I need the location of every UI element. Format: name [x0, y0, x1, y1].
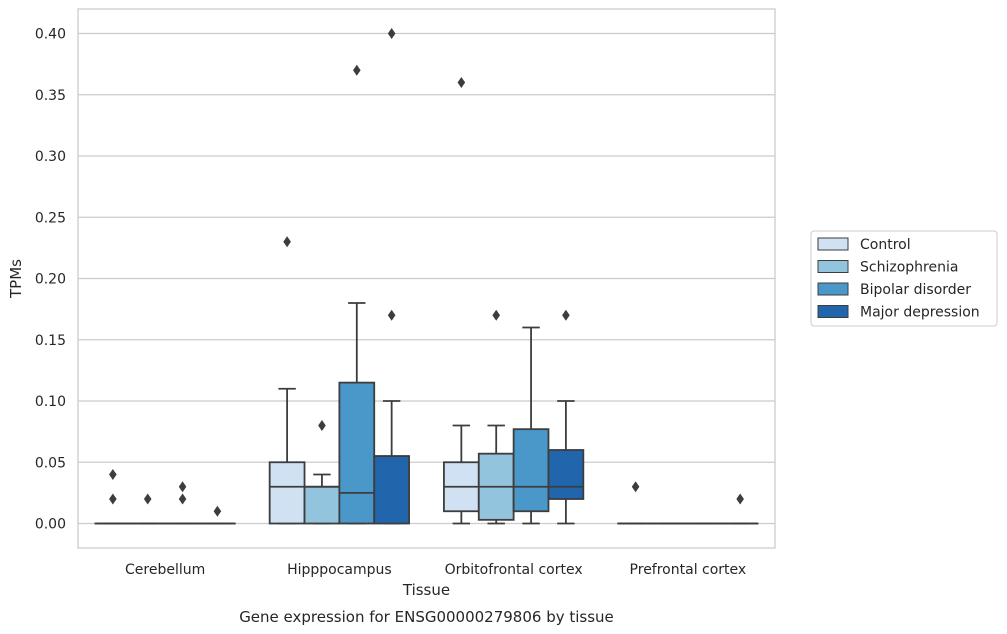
- box-iqr: [268, 461, 306, 525]
- outlier-point: [387, 309, 396, 321]
- box-iqr: [373, 455, 410, 525]
- box-2-1: [338, 64, 376, 525]
- y-tick-label: 0.15: [35, 333, 66, 349]
- outlier-point: [213, 505, 222, 517]
- legend-swatch: [817, 282, 849, 296]
- outlier-point: [353, 64, 361, 76]
- outlier-point: [178, 493, 187, 505]
- outlier-point: [457, 77, 466, 88]
- box-iqr: [547, 449, 585, 500]
- y-tick-label: 0.00: [35, 517, 66, 533]
- outlier-point: [631, 481, 640, 493]
- box-0-3: [617, 481, 654, 525]
- box-2-2: [512, 326, 550, 525]
- box-1-0: [129, 493, 167, 525]
- outlier-point: [109, 469, 117, 480]
- outlier-point: [109, 493, 117, 505]
- y-tick-label: 0.35: [35, 88, 66, 104]
- outlier-point: [283, 236, 291, 248]
- y-tick-label: 0.20: [35, 272, 66, 288]
- x-tick-label: Prefrontal cortex: [630, 562, 747, 578]
- y-axis-label: TPMs: [7, 259, 25, 299]
- outlier-point: [492, 309, 500, 321]
- x-tick-label: Cerebellum: [125, 562, 205, 578]
- y-tick-label: 0.30: [35, 149, 66, 165]
- legend-swatch: [817, 237, 849, 251]
- legend-label: Schizophrenia: [860, 260, 958, 276]
- box-1-1: [303, 420, 341, 525]
- plot-frame: [77, 8, 776, 549]
- box-groups: [94, 28, 759, 525]
- outlier-point: [562, 309, 570, 321]
- legend-label: Major depression: [860, 305, 980, 321]
- y-tick-label: 0.25: [35, 210, 66, 226]
- box-1-2: [477, 309, 515, 525]
- box-3-2: [547, 309, 585, 525]
- y-tick-labels: 0.00 0.05 0.10 0.15 0.20 0.25 0.30 0.35 0.40: [35, 27, 66, 533]
- x-tick-label: Orbitofrontal cortex: [445, 562, 583, 578]
- outlier-point: [143, 493, 152, 505]
- y-tick-label: 0.05: [35, 455, 66, 471]
- box-iqr: [338, 381, 376, 525]
- grid-lines: [78, 32, 775, 525]
- box-0-2: [443, 77, 480, 525]
- x-axis-label: Tissue: [402, 581, 450, 599]
- box-2-0: [164, 481, 201, 525]
- box-3-3: [721, 493, 759, 525]
- outlier-point: [178, 481, 187, 493]
- x-tick-labels: Cerebellum Hipppocampus Orbitofrontal cort…: [125, 562, 746, 578]
- outlier-point: [736, 493, 744, 505]
- legend-swatch: [817, 305, 849, 318]
- legend-frame: [810, 230, 998, 327]
- outlier-point: [387, 28, 396, 39]
- x-tick-label: Hipppocampus: [287, 562, 392, 578]
- box-0-1: [268, 236, 306, 525]
- box-0-0: [94, 469, 132, 525]
- box-3-1: [373, 28, 410, 525]
- chart-caption: Gene expression for ENSG00000279806 by t…: [239, 608, 614, 626]
- legend-label: Bipolar disorder: [860, 282, 971, 298]
- legend-label: Control: [860, 237, 911, 253]
- outlier-point: [318, 420, 326, 431]
- box-iqr: [512, 428, 550, 513]
- y-tick-label: 0.10: [35, 394, 66, 410]
- legend-swatch: [817, 260, 849, 273]
- y-tick-label: 0.40: [35, 27, 66, 43]
- box-3-0: [199, 505, 236, 525]
- box-iqr: [303, 485, 341, 525]
- legend: Control Schizophrenia Bipolar disorder Majo…: [810, 230, 998, 327]
